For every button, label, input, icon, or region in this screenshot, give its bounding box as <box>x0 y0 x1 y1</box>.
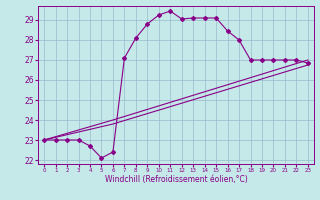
X-axis label: Windchill (Refroidissement éolien,°C): Windchill (Refroidissement éolien,°C) <box>105 175 247 184</box>
